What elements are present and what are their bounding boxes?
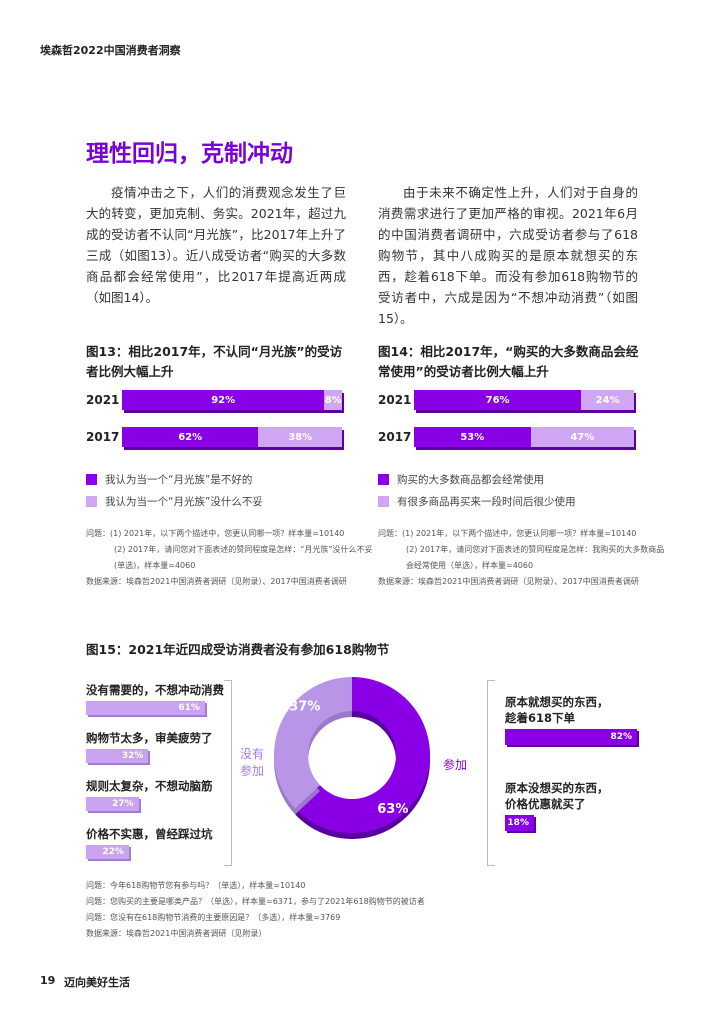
note-line: 数据来源：埃森哲2021中国消费者调研（见附录） — [86, 929, 267, 938]
legend-swatch — [378, 474, 389, 485]
reason-bar: 32% — [86, 749, 149, 763]
reason-bar: 61% — [86, 701, 205, 715]
legend-item: 我认为当一个“月光族”是不好的 — [86, 472, 252, 487]
footer-title: 迈向美好生活 — [64, 976, 130, 989]
note-line: 会经常使用（单选），样本量=4060 — [406, 561, 534, 570]
left-bracket — [224, 680, 232, 866]
legend-swatch — [86, 496, 97, 507]
note-line: 问题：您购买的主要是哪类产品？（单选），样本量=6371，参与了2021年618… — [86, 897, 425, 906]
legend-item: 有很多商品再买来一段时间后很少使用 — [378, 494, 576, 509]
section-title: 理性回归，克制冲动 — [86, 141, 293, 167]
participated-label: 参加 — [443, 758, 468, 772]
participant-label: 趁着618下单 — [505, 711, 576, 725]
bar-segment-agree: 76% — [414, 390, 582, 410]
legend-item: 我认为当一个“月光族”没什么不妥 — [86, 494, 263, 509]
note-line: (2) 2017年，请问您对下面表述的赞同程度是怎样：我购买的大多数商品 — [406, 545, 665, 554]
reason-label: 购物节太多，审美疲劳了 — [86, 731, 213, 745]
fig13-title: 图13：相比2017年，不认同“月光族”的受访者比例大幅上升 — [86, 344, 343, 379]
note-line: 问题：今年618购物节您有参与吗？（单选），样本量=10140 — [86, 881, 306, 890]
donut-slice-participated — [295, 677, 430, 833]
note-line: (2) 2017年，请问您对下面表述的赞同程度是怎样：“月光族”没什么不妥 — [114, 545, 373, 554]
legend-label: 有很多商品再买来一段时间后很少使用 — [397, 496, 576, 508]
figure-15-title: 图15：2021年近四成受访消费者没有参加618购物节 — [86, 642, 390, 657]
participant-label: 原本就想买的东西， — [505, 695, 609, 709]
bar-segment-agree: 92% — [122, 390, 325, 410]
legend-swatch — [86, 474, 97, 485]
stacked-bar: 62% 38% — [122, 427, 342, 447]
donut-slice-not-participated — [274, 677, 352, 809]
note-line: 问题：(1) 2021年，以下两个描述中，您更认同哪一项？样本量=10140 — [378, 529, 637, 538]
figure-15-notes: 问题：今年618购物节您有参与吗？（单选），样本量=10140 问题：您购买的主要… — [86, 878, 425, 942]
participant-label: 原本没想买的东西， — [505, 781, 609, 795]
reason-label: 没有需要的，不想冲动消费 — [86, 683, 224, 697]
donut-label: 63% — [377, 802, 408, 817]
note-line: 数据来源：埃森哲2021中国消费者调研（见附录）、2017中国消费者调研 — [378, 577, 639, 586]
page-number: 19 — [40, 974, 56, 987]
stacked-bar: 92% 8% — [122, 390, 342, 410]
participant-bar: 82% — [505, 729, 638, 745]
reason-label: 价格不实惠，曾经踩过坑 — [86, 827, 213, 841]
year-label: 2021 — [86, 393, 120, 407]
reason-bar: 22% — [86, 845, 129, 859]
year-label: 2017 — [378, 430, 412, 444]
report-header: 埃森哲2022中国消费者洞察 — [40, 44, 181, 57]
participant-bar: 18% — [505, 815, 534, 831]
year-label: 2021 — [378, 393, 412, 407]
year-label: 2017 — [86, 430, 120, 444]
legend-item: 购买的大多数商品都会经常使用 — [378, 472, 544, 487]
note-line: (单选)，样本量=4060 — [114, 561, 196, 570]
right-bracket — [487, 680, 495, 866]
note-line: 问题：您没有在618购物节消费的主要原因是？（多选），样本量=3769 — [86, 913, 341, 922]
fig14-title: 图14：相比2017年，“购买的大多数商品会经常使用”的受访者比例大幅上升 — [378, 344, 639, 379]
note-line: 数据来源：埃森哲2021中国消费者调研（见附录）、2017中国消费者调研 — [86, 577, 347, 586]
donut-chart: 63% 37% — [274, 677, 430, 839]
stacked-bar: 76% 24% — [414, 390, 634, 410]
legend-swatch — [378, 496, 389, 507]
bar-segment-other: 38% — [258, 427, 342, 447]
bar-segment-other: 24% — [581, 390, 634, 410]
not-participated-label: 没有参加 — [240, 747, 265, 778]
donut-label: 37% — [289, 699, 320, 714]
legend-label: 我认为当一个“月光族”没什么不妥 — [105, 496, 263, 508]
note-line: 问题：(1) 2021年，以下两个描述中，您更认同哪一项？样本量=10140 — [86, 529, 345, 538]
bar-segment-other: 8% — [324, 390, 342, 410]
participant-label: 价格优惠就买了 — [505, 797, 586, 811]
legend-label: 我认为当一个“月光族”是不好的 — [105, 474, 253, 486]
paragraph-right: 由于未来不确定性上升，人们对于自身的消费需求进行了更加严格的审视。2021年6月… — [378, 185, 638, 326]
reason-bar: 27% — [86, 797, 139, 811]
legend-label: 购买的大多数商品都会经常使用 — [397, 474, 544, 486]
paragraph-left: 疫情冲击之下，人们的消费观念发生了巨大的转变，更加克制、务实。2021年，超过九… — [86, 185, 346, 305]
reason-label: 规则太复杂，不想动脑筋 — [86, 779, 213, 793]
stacked-bar: 53% 47% — [414, 427, 634, 447]
bar-segment-agree: 53% — [414, 427, 531, 447]
bar-segment-other: 47% — [530, 427, 634, 447]
bar-segment-agree: 62% — [122, 427, 259, 447]
